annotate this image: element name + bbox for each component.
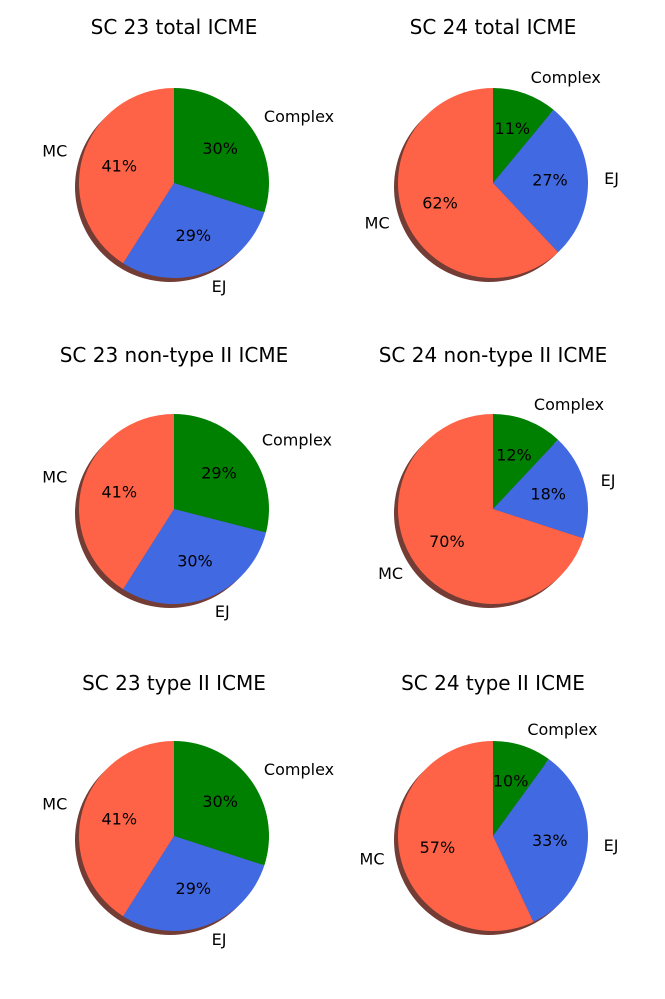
slice-label-complex: Complex	[262, 430, 332, 449]
slice-label-mc: MC	[42, 467, 67, 486]
percent-label-mc: 41%	[101, 157, 137, 176]
pie-slice-complex	[174, 414, 270, 533]
pie-slice-mc	[398, 88, 559, 278]
slice-label-ej: EJ	[601, 471, 616, 490]
pie-chart-sc-24-type-ii-icme: SC 24 type II ICME Complex 10% EJ 33% MC 57%	[360, 671, 619, 935]
percent-label-ej: 29%	[176, 226, 212, 245]
pie-slice-complex	[493, 88, 554, 183]
slice-label-complex: Complex	[264, 107, 334, 126]
percent-label-complex: 12%	[496, 446, 532, 465]
pie-slice-ej	[123, 509, 267, 605]
slice-label-ej: EJ	[212, 930, 227, 949]
slice-label-mc: MC	[360, 850, 385, 869]
slice-label-ej: EJ	[604, 169, 619, 188]
slice-label-ej: EJ	[212, 277, 227, 296]
percent-label-mc: 41%	[101, 483, 137, 502]
pie-slice-mc	[78, 741, 174, 917]
percent-label-ej: 18%	[530, 484, 566, 503]
pie-slice-mc	[398, 414, 584, 604]
slice-label-mc: MC	[365, 213, 390, 232]
chart-title: SC 23 total ICME	[91, 15, 258, 39]
percent-label-ej: 33%	[532, 831, 568, 850]
pie-slice-mc	[79, 88, 174, 264]
pie-slice-mc	[398, 741, 534, 931]
slice-label-ej: EJ	[604, 836, 619, 855]
percent-label-complex: 30%	[202, 139, 238, 158]
slice-label-complex: Complex	[534, 395, 604, 414]
percent-label-complex: 30%	[202, 792, 238, 811]
percent-label-complex: 11%	[495, 119, 531, 138]
percent-label-complex: 10%	[493, 771, 529, 790]
slice-label-complex: Complex	[264, 760, 334, 779]
pie-slice-ej	[123, 836, 265, 932]
percent-label-ej: 29%	[176, 879, 212, 898]
pie-slice-ej	[493, 759, 589, 922]
pie-chart-sc-24-non-type-ii-icme: SC 24 non-type II ICME Complex 12% EJ 18% MC 7…	[378, 343, 615, 608]
percent-label-mc: 62%	[422, 193, 458, 212]
pie-chart-sc-23-non-type-ii-icme: SC 23 non-type II ICME Complex 29% EJ 30% MC 4…	[42, 343, 332, 621]
slice-label-ej: EJ	[215, 602, 230, 621]
slice-label-mc: MC	[378, 564, 403, 583]
chart-title: SC 24 type II ICME	[401, 671, 585, 695]
pie-slice-complex	[174, 88, 269, 213]
percent-label-mc: 57%	[420, 838, 456, 857]
chart-title: SC 23 type II ICME	[82, 671, 266, 695]
percent-label-ej: 27%	[532, 171, 568, 190]
chart-title: SC 23 non-type II ICME	[60, 343, 289, 367]
pie-chart-sc-23-total-icme: SC 23 total ICME Complex 30% EJ 29% MC 41%	[42, 15, 334, 296]
pie-chart-sc-24-total-icme: SC 24 total ICME Complex 11% EJ 27% MC 62%	[365, 15, 619, 282]
percent-label-complex: 29%	[201, 464, 237, 483]
slice-label-mc: MC	[42, 141, 67, 160]
percent-label-ej: 30%	[177, 551, 213, 570]
slice-label-mc: MC	[42, 794, 67, 813]
pie-slice-ej	[493, 439, 588, 539]
percent-label-mc: 70%	[429, 532, 465, 551]
percent-label-mc: 41%	[101, 810, 137, 829]
pie-chart-sc-23-type-ii-icme: SC 23 type II ICME Complex 30% EJ 29% MC 41%	[42, 671, 334, 949]
pie-slice-complex	[493, 414, 559, 509]
chart-title: SC 24 total ICME	[410, 15, 577, 39]
chart-title: SC 24 non-type II ICME	[379, 343, 608, 367]
pie-slice-mc	[78, 414, 174, 590]
pie-slice-ej	[123, 183, 265, 279]
slice-label-complex: Complex	[531, 68, 601, 87]
pie-slice-ej	[493, 109, 588, 253]
pie-slice-complex	[493, 741, 549, 836]
slice-label-complex: Complex	[527, 720, 597, 739]
pie-slice-complex	[174, 741, 269, 866]
